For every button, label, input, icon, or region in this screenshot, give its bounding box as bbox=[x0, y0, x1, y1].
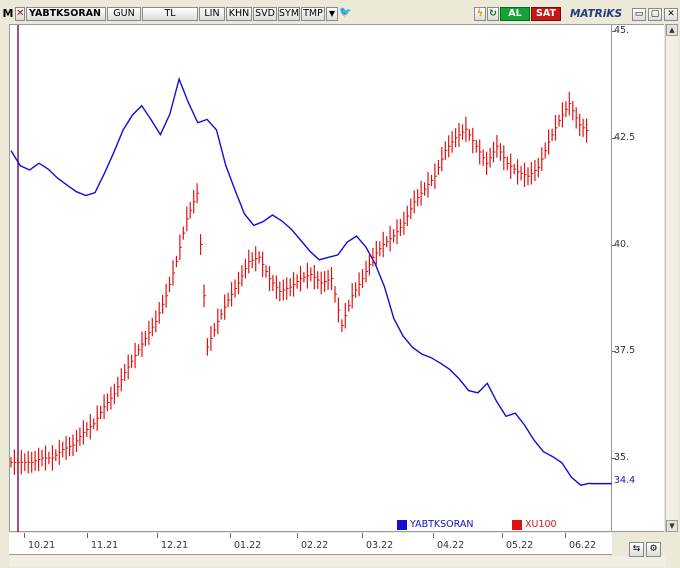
y-tick-mark bbox=[612, 458, 616, 459]
twitter-icon[interactable]: 🐦 bbox=[339, 7, 351, 18]
x-tick-label: 11.21 bbox=[91, 540, 119, 551]
x-tick-label: 04.22 bbox=[437, 540, 465, 551]
currency-button[interactable]: TL bbox=[142, 7, 198, 21]
x-tick-label: 01.22 bbox=[234, 540, 262, 551]
y-tick-label: 37.5 bbox=[614, 345, 636, 357]
buy-button[interactable]: AL bbox=[500, 7, 530, 21]
chart-toolbar: M ✕ YABTKSORAN GUN TL LIN KHN SVD SYM TM… bbox=[2, 6, 678, 22]
y-tick-mark bbox=[612, 31, 616, 32]
legend-item-series1: YABTKSORAN bbox=[397, 519, 473, 530]
x-tick-label: 05.22 bbox=[506, 540, 534, 551]
x-tick-mark bbox=[87, 533, 88, 538]
scale-button[interactable]: LIN bbox=[199, 7, 225, 21]
legend-swatch-series2 bbox=[512, 519, 522, 530]
x-tick-mark bbox=[157, 533, 158, 538]
legend-label-series1: YABTKSORAN bbox=[410, 519, 474, 530]
maximize-icon[interactable]: ▢ bbox=[648, 7, 662, 21]
x-tick-label: 12.21 bbox=[161, 540, 189, 551]
menu-button[interactable]: M bbox=[2, 7, 14, 20]
x-tick-mark bbox=[565, 533, 566, 538]
x-tick-mark bbox=[24, 533, 25, 538]
horizontal-scrollbar[interactable] bbox=[9, 556, 665, 566]
minimize-icon[interactable]: ▭ bbox=[632, 7, 646, 21]
x-axis bbox=[9, 533, 612, 555]
tmp-button[interactable]: TMP bbox=[301, 7, 325, 21]
close-symbol-icon[interactable]: ✕ bbox=[15, 7, 25, 21]
scroll-up-icon[interactable]: ▲ bbox=[666, 24, 678, 36]
svd-button[interactable]: SVD bbox=[253, 7, 277, 21]
sell-button[interactable]: SAT bbox=[531, 7, 561, 21]
vertical-scrollbar[interactable]: ▲ ▼ bbox=[665, 24, 678, 532]
close-icon[interactable]: ✕ bbox=[664, 7, 678, 21]
swap-axis-icon[interactable]: ⇆ bbox=[629, 542, 644, 557]
y-tick-mark bbox=[612, 137, 616, 139]
khn-button[interactable]: KHN bbox=[226, 7, 252, 21]
symbol-field[interactable]: YABTKSORAN bbox=[26, 7, 106, 21]
settings-icon[interactable]: ⚙ bbox=[646, 542, 661, 557]
y-tick-mark bbox=[612, 244, 616, 246]
sym-button[interactable]: SYM bbox=[278, 7, 300, 21]
chart-corner-tools: ⇆ ⚙ bbox=[629, 542, 663, 558]
y-tick-label: 40. bbox=[614, 238, 630, 250]
series-line-yabtksoran bbox=[10, 76, 591, 486]
series-bars-xu100 bbox=[10, 91, 589, 475]
x-tick-mark bbox=[230, 533, 231, 538]
lightning-icon[interactable]: ϟ bbox=[474, 7, 486, 21]
refresh-icon[interactable]: ↻ bbox=[487, 7, 499, 21]
period-button[interactable]: GUN bbox=[107, 7, 141, 21]
legend-swatch-series1 bbox=[397, 519, 407, 530]
y-tick-mark bbox=[612, 351, 616, 353]
y-tick-label: 42.5 bbox=[614, 131, 636, 143]
y-tick-label: 35. bbox=[614, 452, 630, 463]
x-tick-label: 03.22 bbox=[366, 540, 394, 551]
x-tick-mark bbox=[502, 533, 503, 538]
x-tick-label: 06.22 bbox=[569, 540, 597, 551]
legend-label-series2: XU100 bbox=[525, 519, 557, 530]
x-tick-mark bbox=[297, 533, 298, 538]
x-tick-label: 02.22 bbox=[301, 540, 329, 551]
x-tick-mark bbox=[433, 533, 434, 538]
legend-item-series2: XU100 bbox=[512, 519, 557, 530]
x-tick-label: 10.21 bbox=[28, 540, 56, 551]
scroll-down-icon[interactable]: ▼ bbox=[666, 520, 678, 532]
last-value-label: 34.4 bbox=[614, 475, 640, 487]
x-tick-mark bbox=[362, 533, 363, 538]
chevron-down-icon[interactable]: ▼ bbox=[326, 7, 338, 21]
y-tick-label: 45. bbox=[614, 25, 630, 36]
brand-logo: MATRiKS bbox=[569, 8, 623, 20]
y-axis bbox=[612, 24, 664, 532]
